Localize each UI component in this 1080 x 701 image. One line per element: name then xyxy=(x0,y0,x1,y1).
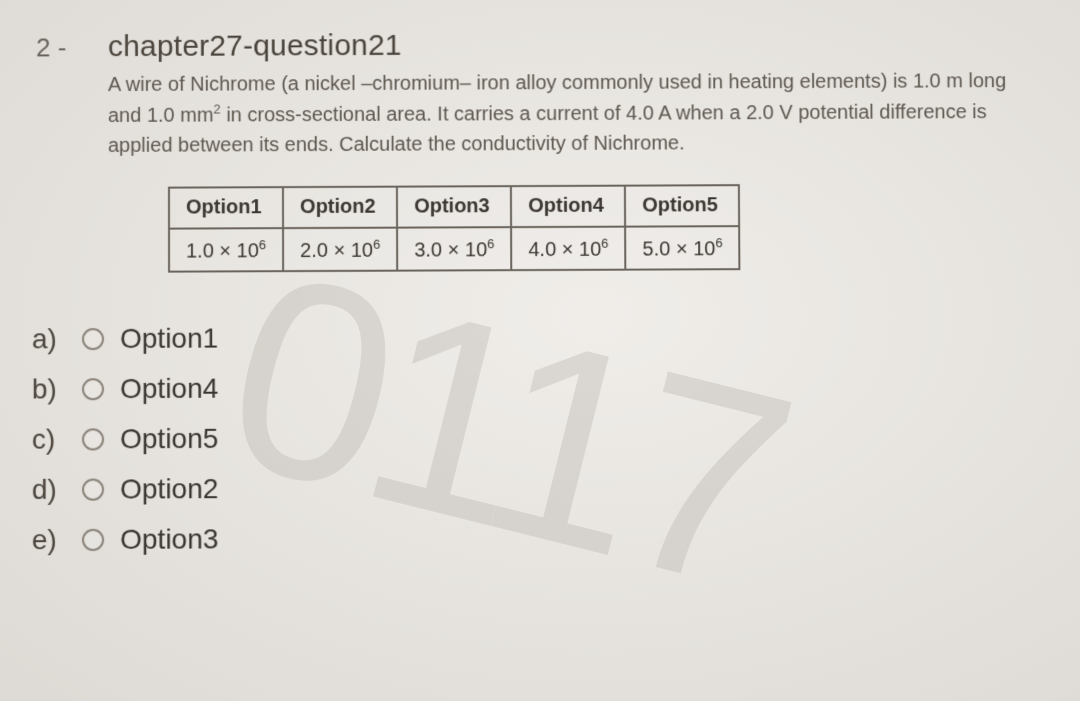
radio-icon[interactable] xyxy=(82,529,104,551)
answer-letter: d) xyxy=(32,474,66,506)
table-cell: 5.0 × 106 xyxy=(625,226,739,270)
table-header: Option4 xyxy=(511,185,625,226)
answer-letter: b) xyxy=(32,374,66,406)
answer-option-e[interactable]: e) Option3 xyxy=(32,520,1043,557)
answer-option-b[interactable]: b) Option4 xyxy=(32,369,1042,406)
answer-letter: c) xyxy=(32,424,66,456)
options-table: Option1 Option2 Option3 Option4 Option5 … xyxy=(168,184,741,273)
radio-icon[interactable] xyxy=(82,479,104,501)
answer-label: Option4 xyxy=(120,373,218,406)
question-desc-sup: 2 xyxy=(213,102,220,117)
answer-label: Option5 xyxy=(120,423,218,456)
table-header: Option5 xyxy=(625,185,739,226)
table-header: Option1 xyxy=(169,187,283,228)
answer-options: a) Option1 b) Option4 c) Option5 d) Opti… xyxy=(32,319,1043,556)
answer-option-c[interactable]: c) Option5 xyxy=(32,420,1042,457)
answer-option-d[interactable]: d) Option2 xyxy=(32,470,1043,507)
answer-letter: a) xyxy=(32,323,66,355)
table-cell: 2.0 × 106 xyxy=(283,227,397,271)
question-desc-post: in cross-sectional area. It carries a cu… xyxy=(108,101,987,157)
table-value-row: 1.0 × 106 2.0 × 106 3.0 × 106 4.0 × 106 … xyxy=(169,226,740,272)
question-title: chapter27-question21 xyxy=(108,26,1039,64)
question-number: 2 - xyxy=(36,30,86,63)
answer-label: Option3 xyxy=(120,524,218,557)
answer-option-a[interactable]: a) Option1 xyxy=(32,319,1041,355)
table-cell: 4.0 × 106 xyxy=(511,226,625,270)
radio-icon[interactable] xyxy=(82,328,104,350)
table-cell: 3.0 × 106 xyxy=(397,227,511,271)
answer-letter: e) xyxy=(32,524,66,556)
radio-icon[interactable] xyxy=(82,378,104,400)
question-description: A wire of Nichrome (a nickel –chromium– … xyxy=(108,66,1040,161)
question-page: 2 - chapter27-question21 A wire of Nichr… xyxy=(0,0,1080,595)
table-header: Option2 xyxy=(283,186,397,227)
table-cell: 1.0 × 106 xyxy=(169,228,283,272)
table-header: Option3 xyxy=(397,186,511,227)
answer-label: Option1 xyxy=(120,323,218,356)
table-header-row: Option1 Option2 Option3 Option4 Option5 xyxy=(169,185,740,228)
radio-icon[interactable] xyxy=(82,429,104,451)
answer-label: Option2 xyxy=(120,473,218,506)
